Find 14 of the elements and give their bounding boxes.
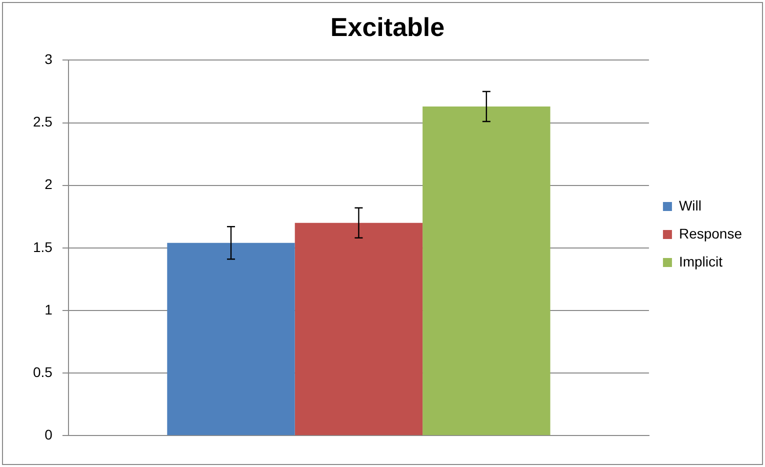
bar: [167, 242, 295, 436]
legend-label: Implicit: [678, 253, 723, 270]
y-tick-label: 0.5: [32, 364, 53, 380]
y-tick-label: 3: [44, 51, 53, 68]
y-tick-label: 1.5: [32, 238, 53, 255]
bar: [294, 222, 423, 436]
y-tick-label: 0: [44, 426, 53, 442]
bar: [422, 106, 550, 436]
y-tick-label: 2.5: [32, 114, 53, 130]
y-tick-label: 1: [44, 301, 53, 318]
y-tick-label: 2: [44, 176, 53, 192]
chart-title: Excitable: [330, 12, 445, 42]
legend-label: Will: [678, 197, 702, 214]
legend-label: Response: [678, 225, 742, 242]
